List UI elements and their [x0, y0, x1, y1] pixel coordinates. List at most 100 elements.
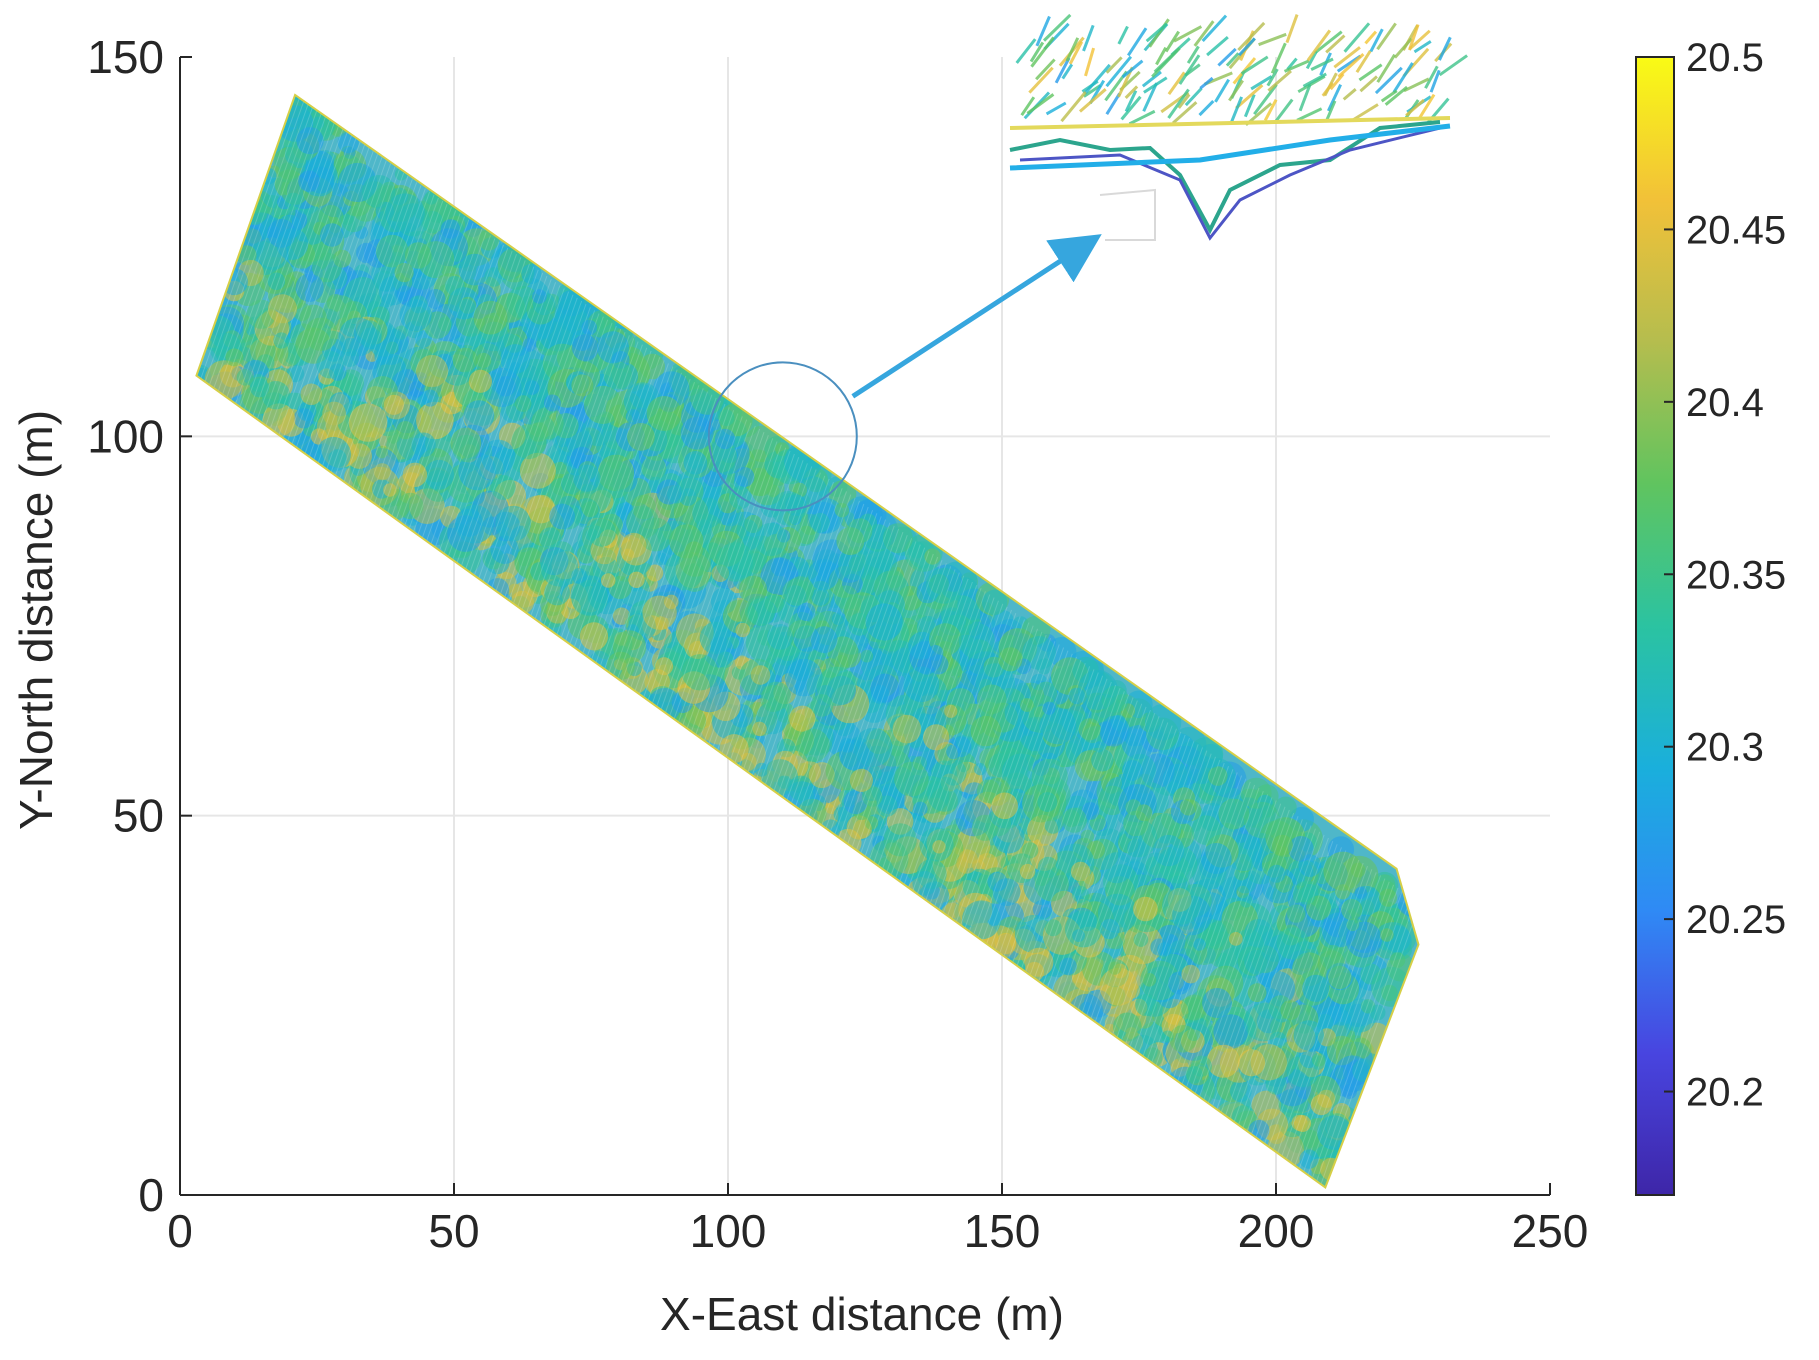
inset-texture-stroke — [1364, 30, 1378, 45]
field-sample-point — [926, 567, 962, 604]
x-tick-label: 150 — [964, 1205, 1041, 1257]
inset-edge-line — [1009, 116, 1451, 130]
field-track-line — [1285, 878, 1386, 1160]
field-sample-point — [1014, 914, 1054, 954]
field-sample-point — [267, 272, 286, 291]
field-track-line — [686, 447, 787, 729]
field-track-line — [373, 222, 474, 504]
field-track-line — [1051, 709, 1151, 991]
field-track-line — [313, 179, 413, 461]
inset-texture-stroke — [1029, 41, 1045, 63]
inset-texture-stroke — [1120, 95, 1142, 121]
field-sample-point — [847, 518, 873, 544]
inset-texture-stroke — [1164, 30, 1180, 53]
inset-texture-stroke — [1306, 29, 1332, 62]
inset-trace-green — [1009, 120, 1441, 235]
field-track-line — [248, 132, 348, 414]
field-track-line — [339, 197, 439, 479]
field-sample-point — [304, 317, 338, 351]
field-sample-point — [789, 705, 816, 732]
field-track-line — [291, 163, 392, 445]
field-texture — [196, 94, 1419, 1188]
field-sample-point — [1243, 801, 1281, 839]
field-sample-point — [1239, 894, 1253, 908]
field-sample-point — [1032, 899, 1053, 920]
field-sample-point — [277, 342, 302, 367]
field-sample-point — [638, 517, 673, 552]
field-track-line — [1120, 759, 1221, 1041]
field-sample-point — [480, 439, 516, 474]
field-sample-point — [1019, 863, 1036, 880]
field-track-line — [973, 653, 1073, 935]
field-sample-point — [1346, 918, 1359, 932]
field-track-line — [1016, 684, 1117, 966]
field-track-line — [413, 250, 513, 532]
field-track-line — [812, 538, 913, 820]
field-sample-point — [1207, 766, 1228, 786]
inset-texture-stroke — [1405, 98, 1425, 117]
field-track-line — [417, 254, 517, 536]
field-track-line — [421, 257, 522, 539]
field-sample-point — [452, 347, 478, 373]
field-track-line — [434, 266, 535, 548]
field-sample-point — [839, 738, 855, 753]
field-track-line — [1055, 712, 1156, 995]
field-track-line — [1129, 766, 1230, 1048]
inset-texture-stroke — [1105, 56, 1123, 74]
field-track-line — [1224, 834, 1325, 1116]
field-track-line — [582, 372, 682, 654]
field-sample-point — [924, 548, 941, 565]
field-track-line — [1190, 809, 1290, 1091]
field-sample-point — [517, 377, 536, 396]
field-sample-point — [455, 299, 476, 319]
field-sample-point — [1181, 964, 1200, 984]
field-sample-point — [1294, 1115, 1311, 1132]
field-track-line — [638, 413, 739, 695]
field-sample-point — [808, 559, 840, 591]
field-sample-point — [1061, 807, 1087, 833]
field-sample-point — [1099, 918, 1120, 940]
field-track-line — [1138, 772, 1238, 1054]
inset-texture-stroke — [1198, 99, 1215, 117]
zoom-arrow — [851, 234, 1102, 399]
field-track-line — [699, 456, 800, 738]
field-track-line — [1064, 719, 1164, 1001]
field-sample-point — [679, 545, 711, 577]
field-sample-point — [1181, 994, 1207, 1021]
x-tick-label: 250 — [1512, 1205, 1589, 1257]
field-track-line — [499, 313, 600, 595]
field-track-line — [443, 272, 544, 554]
field-sample-point — [1202, 988, 1233, 1018]
inset-texture-stroke — [1060, 91, 1087, 123]
inset-texture-stroke — [1369, 28, 1384, 53]
inset-texture-stroke — [1392, 62, 1414, 94]
axes: 0 50 100 150 200 250 0 50 100 150 — [87, 31, 1588, 1257]
field-track-line — [808, 534, 908, 817]
inset-trace-blue — [1009, 123, 1451, 171]
field-sample-point — [1140, 960, 1180, 1001]
field-sample-point — [958, 622, 995, 659]
field-track-line — [1046, 706, 1147, 988]
field-sample-point — [692, 497, 723, 529]
colorbar-tick-label: 20.4 — [1686, 381, 1764, 425]
field-track-line — [903, 603, 1004, 885]
inset-texture-stroke — [1229, 96, 1243, 124]
field-track-line — [986, 663, 1086, 945]
inset-texture-stroke — [1267, 69, 1292, 92]
field-track-line — [491, 307, 591, 589]
field-sample-point — [547, 477, 577, 507]
y-tick-label: 0 — [138, 1169, 164, 1221]
field-track-line — [938, 628, 1039, 910]
inset-texture-stroke — [1172, 101, 1198, 125]
field-track-line — [565, 360, 665, 642]
field-sample-point — [362, 175, 396, 209]
inset-texture-stroke — [1167, 88, 1190, 119]
field-track-line — [1038, 700, 1138, 982]
field-sample-point — [1369, 1004, 1386, 1021]
field-sample-point — [1218, 798, 1250, 830]
inset-texture-stroke — [1359, 75, 1378, 93]
field-track-line — [1012, 681, 1112, 963]
inset-texture-stroke — [1302, 72, 1327, 88]
inset-texture-stroke — [1127, 27, 1148, 57]
field-sample-point — [998, 647, 1023, 672]
